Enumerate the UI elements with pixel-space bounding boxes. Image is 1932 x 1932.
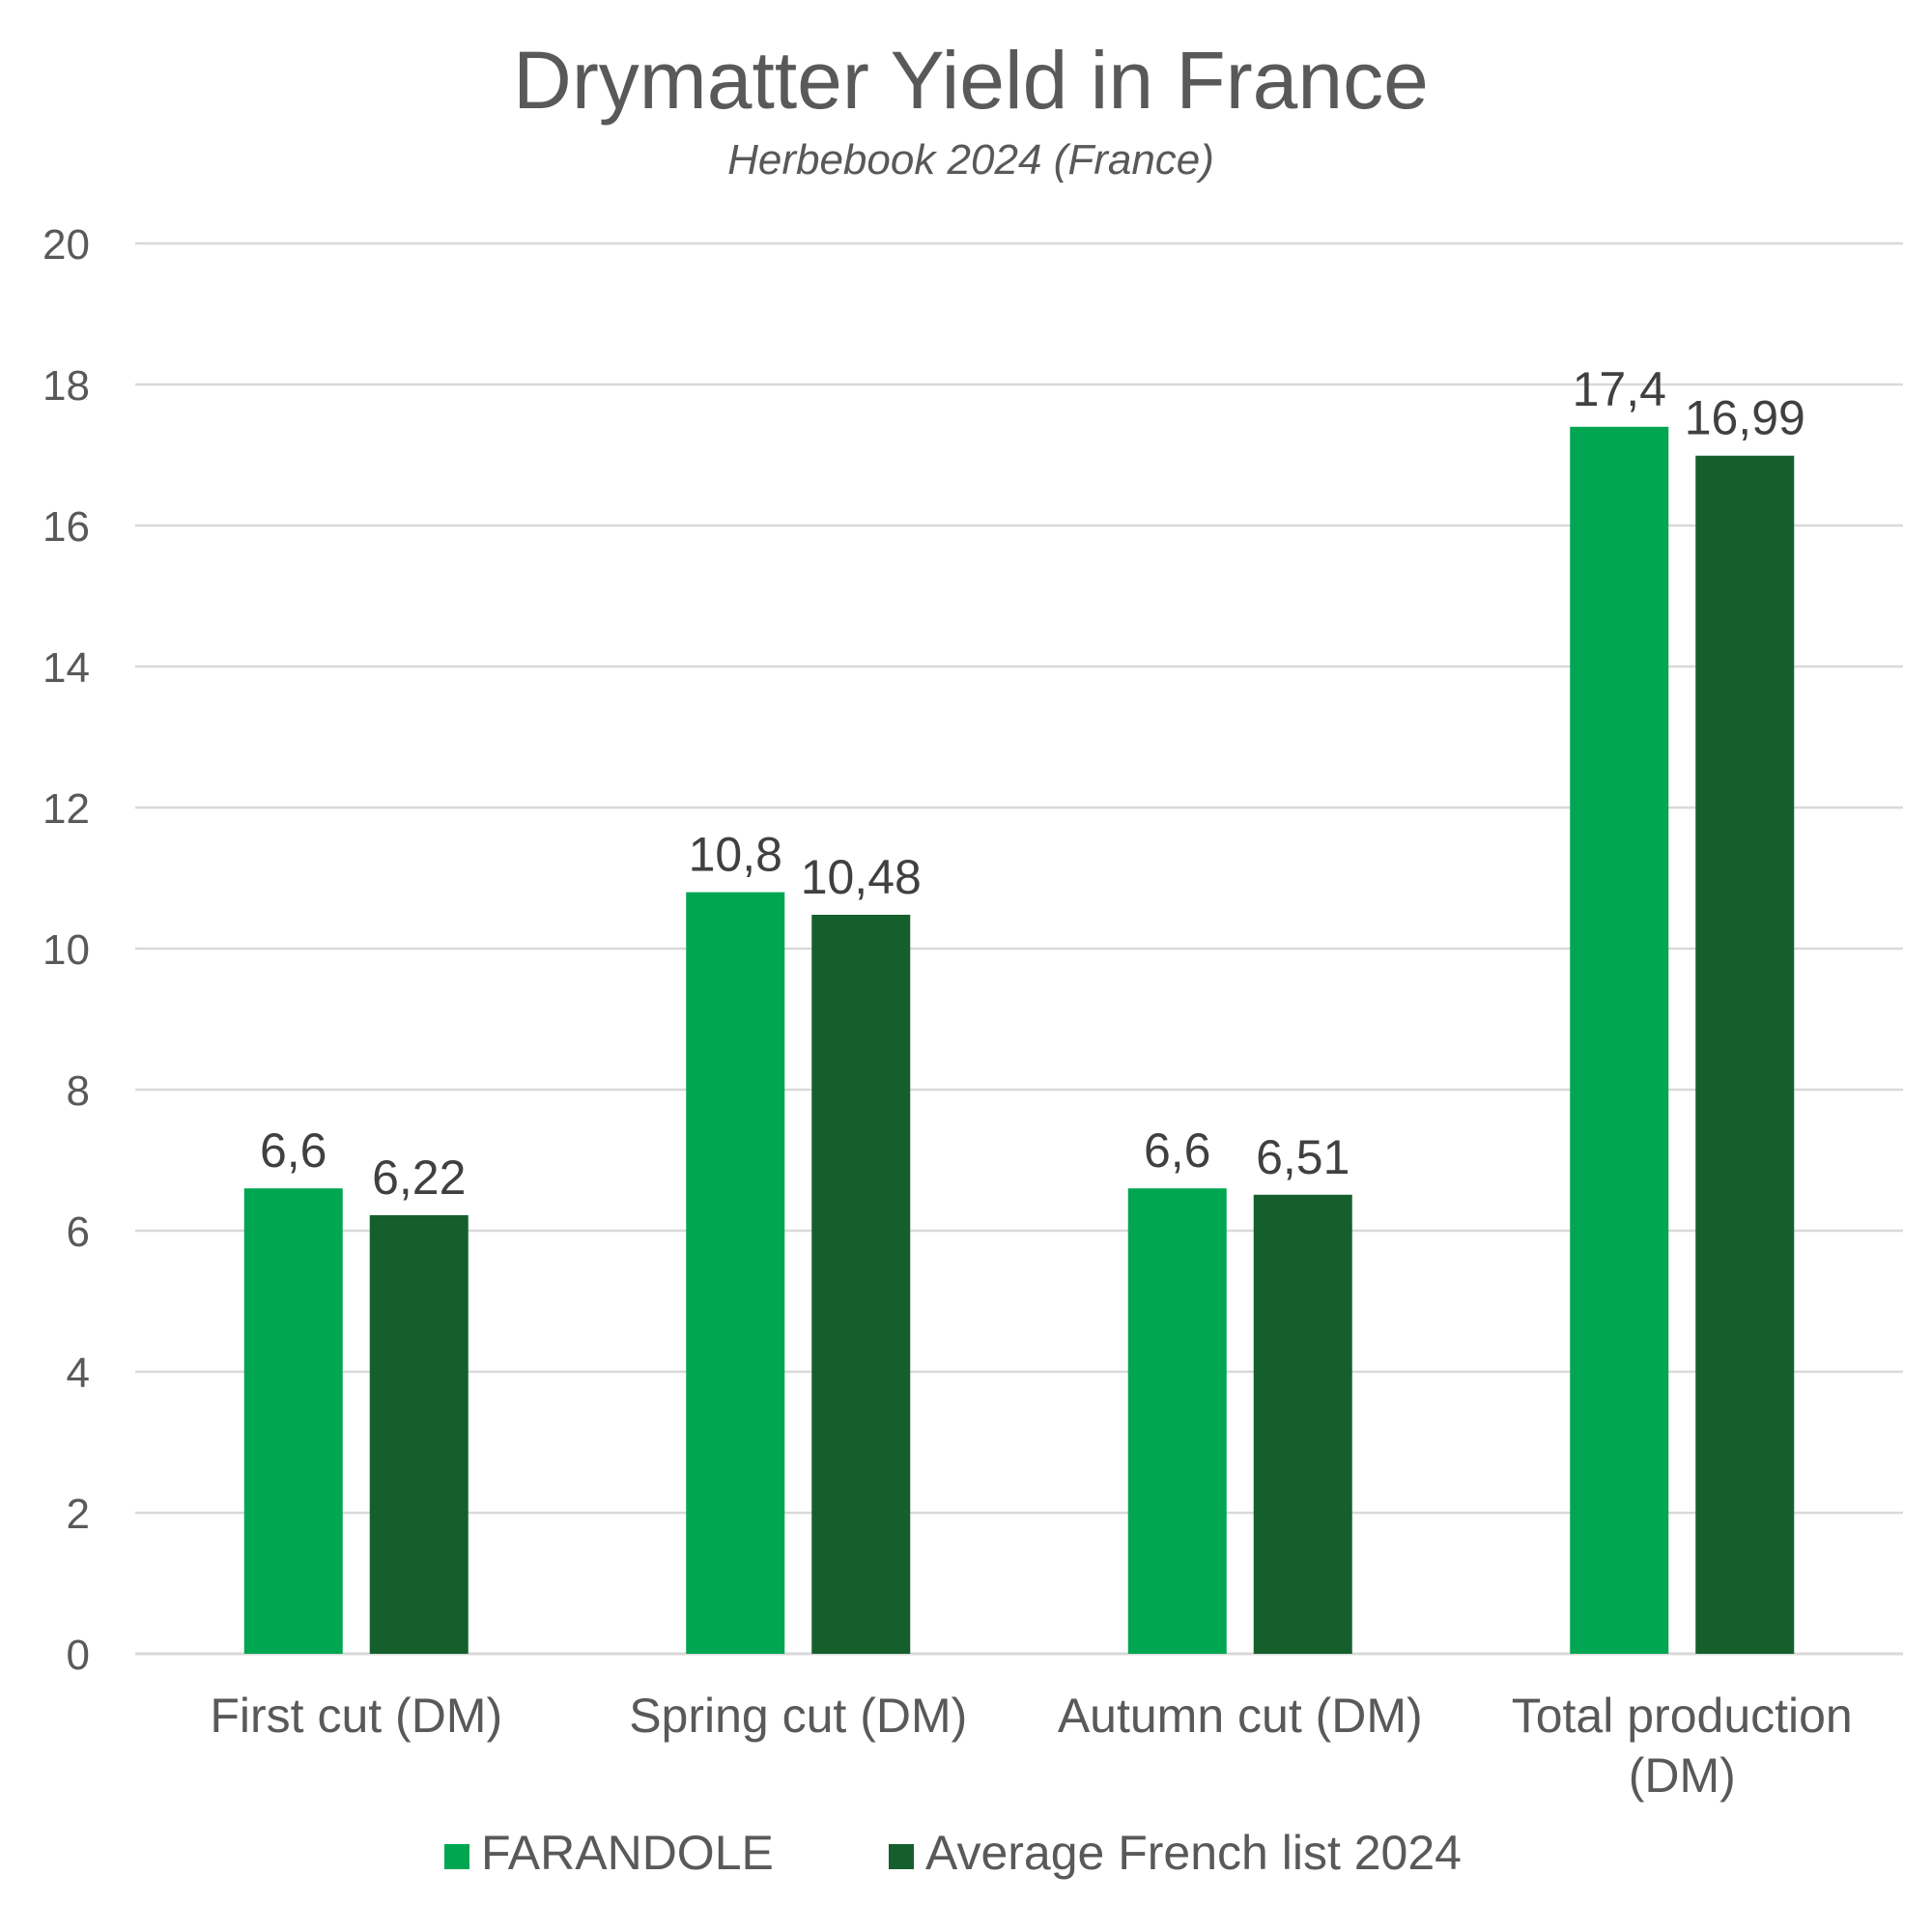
bar — [811, 914, 911, 1654]
bar — [369, 1214, 469, 1654]
x-category-label: Autumn cut (DM) — [1058, 1689, 1423, 1743]
chart-subtitle: Herbebook 2024 (France) — [727, 136, 1214, 184]
legend-label: Average French list 2024 — [925, 1826, 1462, 1880]
y-tick-label: 18 — [43, 362, 90, 410]
data-label: 16,99 — [1685, 391, 1805, 445]
y-tick-label: 6 — [67, 1208, 90, 1256]
x-category-label: Total production — [1512, 1689, 1853, 1743]
data-label: 10,8 — [689, 828, 782, 882]
bar — [243, 1188, 343, 1654]
bar — [686, 892, 785, 1654]
chart-title: Drymatter Yield in France — [513, 35, 1429, 126]
bar — [1695, 455, 1795, 1655]
x-category-label: Spring cut (DM) — [629, 1689, 967, 1743]
bar — [1253, 1194, 1352, 1654]
data-label: 6,22 — [372, 1151, 466, 1205]
legend-swatch — [444, 1844, 469, 1869]
data-labels: 6,6 6,22 10,8 10,48 6,6 6,51 17,4 16,99 — [260, 362, 1805, 1205]
bars — [243, 426, 1795, 1655]
bar — [1570, 426, 1669, 1654]
data-label: 6,6 — [1144, 1123, 1211, 1178]
legend-label: FARANDOLE — [481, 1826, 774, 1880]
data-label: 6,6 — [260, 1123, 327, 1178]
y-tick-label: 8 — [67, 1067, 90, 1115]
y-tick-label: 20 — [43, 221, 90, 269]
y-tick-label: 16 — [43, 503, 90, 551]
data-label: 10,48 — [801, 850, 922, 904]
x-axis-categories: First cut (DM) Spring cut (DM) Autumn cut … — [210, 1689, 1852, 1803]
y-tick-label: 0 — [67, 1632, 90, 1679]
y-tick-label: 12 — [43, 785, 90, 833]
y-tick-label: 14 — [43, 644, 90, 692]
y-tick-label: 10 — [43, 926, 90, 974]
data-label: 6,51 — [1256, 1130, 1350, 1184]
legend-swatch — [889, 1844, 914, 1869]
y-tick-label: 4 — [67, 1350, 90, 1397]
data-label: 17,4 — [1573, 362, 1666, 416]
y-axis-ticks: 0 2 4 6 8 10 12 14 16 18 20 — [43, 221, 90, 1679]
bar — [1127, 1188, 1227, 1654]
x-category-label: (DM) — [1629, 1748, 1736, 1803]
y-tick-label: 2 — [67, 1491, 90, 1538]
x-category-label: First cut (DM) — [210, 1689, 502, 1743]
legend: FARANDOLE Average French list 2024 — [444, 1826, 1462, 1880]
